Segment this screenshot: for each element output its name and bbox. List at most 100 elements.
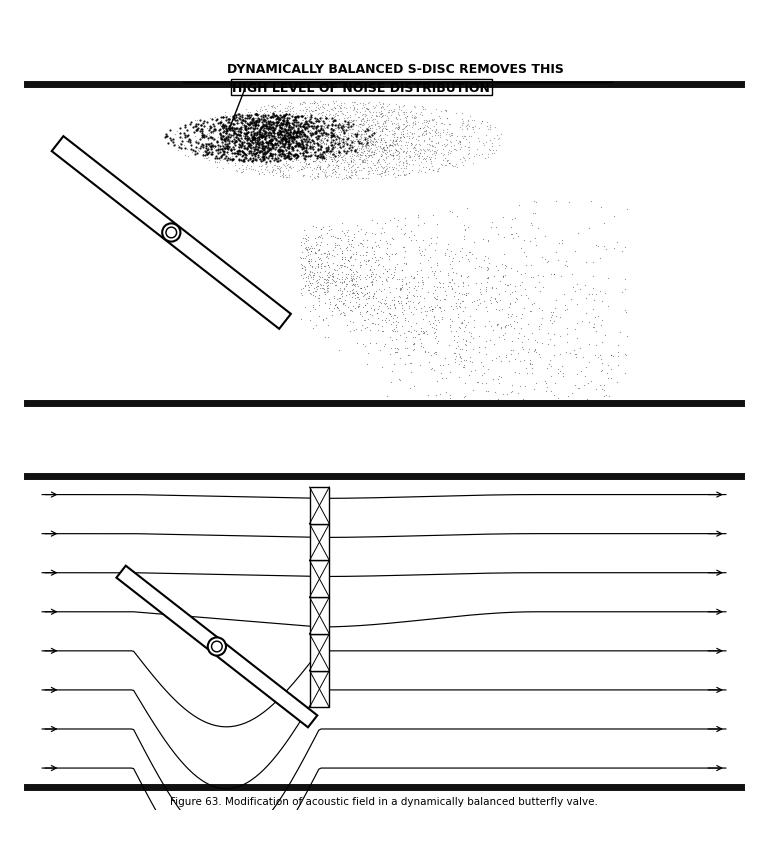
Point — [326, 112, 339, 126]
Point — [374, 233, 386, 247]
Point — [412, 280, 425, 294]
Point — [423, 152, 435, 165]
Point — [301, 131, 313, 145]
Point — [481, 305, 493, 319]
Point — [293, 97, 306, 111]
Point — [457, 159, 469, 173]
Point — [526, 367, 538, 381]
Point — [242, 118, 254, 132]
Point — [249, 143, 261, 157]
Point — [270, 113, 283, 127]
Point — [313, 253, 325, 267]
Point — [399, 106, 412, 120]
Point — [209, 152, 221, 165]
Point — [279, 143, 291, 157]
Point — [415, 325, 427, 338]
Point — [279, 133, 291, 147]
Point — [367, 290, 379, 304]
Point — [226, 121, 238, 135]
Point — [281, 115, 293, 129]
Point — [369, 144, 381, 158]
Point — [369, 101, 381, 115]
Point — [202, 133, 214, 147]
Point — [263, 142, 275, 156]
Point — [260, 156, 273, 170]
Point — [319, 140, 332, 154]
Point — [257, 108, 270, 122]
Point — [305, 245, 317, 259]
Point — [338, 127, 350, 141]
Point — [164, 124, 177, 138]
Point — [463, 120, 475, 133]
Point — [356, 142, 368, 156]
Point — [415, 129, 428, 143]
Point — [335, 99, 347, 113]
Point — [485, 216, 498, 230]
Point — [499, 319, 511, 333]
Point — [339, 136, 352, 150]
Point — [251, 144, 263, 158]
Point — [200, 146, 212, 160]
Point — [228, 127, 240, 140]
Point — [343, 123, 356, 137]
Point — [386, 333, 398, 347]
Point — [456, 123, 468, 137]
Point — [276, 148, 288, 162]
Point — [223, 113, 236, 127]
Point — [492, 128, 504, 142]
Point — [274, 113, 286, 127]
Point — [367, 289, 379, 303]
Point — [328, 275, 340, 288]
Point — [318, 132, 330, 146]
Point — [311, 130, 323, 144]
Point — [290, 148, 303, 162]
Point — [187, 145, 199, 158]
Point — [220, 127, 232, 140]
Point — [502, 300, 515, 314]
Point — [313, 114, 326, 127]
Point — [397, 117, 409, 131]
Point — [220, 139, 232, 153]
Point — [349, 145, 361, 158]
Point — [468, 236, 481, 250]
Point — [379, 154, 391, 168]
Point — [434, 359, 446, 373]
Point — [310, 104, 322, 118]
Point — [240, 127, 252, 141]
Point — [554, 348, 567, 362]
Point — [389, 301, 402, 315]
Point — [364, 161, 376, 175]
Point — [313, 163, 326, 177]
Point — [367, 157, 379, 170]
Point — [347, 273, 359, 287]
Point — [309, 146, 321, 160]
Point — [204, 121, 216, 134]
Point — [257, 144, 269, 158]
Point — [409, 117, 421, 131]
Point — [313, 115, 325, 128]
Point — [227, 142, 239, 156]
Point — [458, 152, 471, 165]
Point — [497, 271, 509, 285]
Point — [515, 289, 527, 303]
Point — [470, 277, 482, 291]
Point — [431, 281, 443, 294]
Point — [505, 227, 518, 241]
Point — [428, 347, 440, 361]
Point — [318, 121, 330, 135]
Point — [255, 145, 267, 158]
Point — [210, 114, 222, 127]
Point — [338, 114, 350, 127]
Point — [304, 131, 316, 145]
Point — [179, 131, 191, 145]
Point — [230, 131, 243, 145]
Point — [252, 115, 264, 129]
Point — [393, 273, 406, 287]
Point — [319, 259, 332, 273]
Point — [299, 242, 311, 256]
Point — [506, 385, 518, 399]
Point — [298, 145, 310, 158]
Point — [262, 108, 274, 122]
Point — [318, 115, 330, 129]
Point — [315, 133, 327, 147]
